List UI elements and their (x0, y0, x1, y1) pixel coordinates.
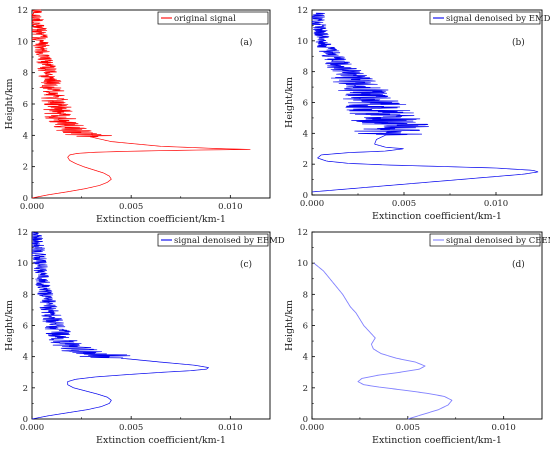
y-tick-label: 0 (23, 415, 28, 425)
legend: signal denoised by EMD (429, 11, 550, 25)
x-tick-label: 0.000 (20, 423, 44, 433)
y-tick-label: 6 (303, 99, 308, 109)
y-tick-label: 12 (297, 228, 308, 238)
panel-4: 0 2 4 6 8 10 12 0.000 0.005 0.010 Height/km Extinct… (284, 228, 550, 446)
y-tick-label: 10 (17, 259, 28, 269)
panel-1: 0 2 4 6 8 10 12 0.000 0.005 0.010 Height/km Extinct… (4, 6, 271, 225)
panel-label: (a) (240, 37, 252, 48)
plot-frame (311, 9, 543, 196)
legend-label: signal denoised by EEMD (174, 236, 285, 246)
y-tick-label: 10 (297, 37, 308, 47)
panel-label: (b) (512, 37, 525, 48)
legend-box (157, 11, 269, 25)
x-tick-label: 0.000 (300, 423, 324, 433)
legend-label: original signal (174, 14, 236, 24)
series-line (313, 262, 453, 420)
y-tick-label: 6 (303, 322, 308, 332)
series-line (311, 12, 539, 193)
x-tick-label: 0.000 (20, 202, 44, 212)
y-tick-label: 4 (303, 353, 308, 363)
x-tick-label: 0.005 (119, 423, 143, 433)
x-tick-label: 0.005 (119, 202, 143, 212)
series-line (31, 9, 251, 199)
y-axis-title: Height/km (4, 79, 15, 130)
legend: signal denoised by CEEMDAN (429, 233, 550, 247)
legend-box (157, 233, 269, 247)
y-tick-label: 10 (297, 259, 308, 269)
x-axis-title: Extinction coefficient/km-1 (372, 211, 502, 222)
y-tick-label: 12 (17, 228, 28, 238)
legend: signal denoised by EEMD (157, 233, 285, 247)
y-tick-label: 2 (303, 160, 308, 170)
series-line (31, 231, 209, 420)
y-tick-label: 4 (303, 129, 308, 139)
y-tick-label: 6 (23, 100, 28, 110)
x-tick-label: 0.005 (396, 423, 420, 433)
x-tick-label: 0.000 (300, 199, 324, 209)
y-tick-label: 2 (303, 384, 308, 394)
y-tick-label: 10 (17, 37, 28, 47)
plot-frame (311, 231, 543, 420)
y-axis-title: Height/km (4, 300, 15, 351)
panel-label: (c) (240, 259, 252, 270)
legend-box (429, 233, 541, 247)
legend-label: signal denoised by CEEMDAN (446, 236, 550, 246)
x-axis-title: Extinction coefficient/km-1 (96, 214, 226, 225)
y-tick-label: 8 (303, 290, 308, 300)
legend-label: signal denoised by EMD (446, 14, 550, 24)
y-tick-label: 4 (23, 353, 28, 363)
y-tick-label: 8 (23, 69, 28, 79)
panel-3: 0 2 4 6 8 10 12 0.000 0.005 0.010 Height/km Extinct… (4, 228, 285, 446)
legend: original signal (157, 11, 269, 25)
y-tick-label: 0 (23, 194, 28, 204)
y-axis-title: Height/km (284, 300, 295, 351)
x-tick-label: 0.010 (484, 199, 508, 209)
x-tick-label: 0.005 (392, 199, 416, 209)
y-tick-label: 0 (303, 415, 308, 425)
x-tick-label: 0.010 (218, 202, 242, 212)
x-tick-label: 0.010 (218, 423, 242, 433)
y-tick-label: 12 (297, 6, 308, 16)
panel-2: 0 2 4 6 8 10 12 0.000 0.005 0.010 Height/km Extinct… (284, 6, 550, 222)
plot-frame (31, 231, 271, 420)
legend-box (429, 11, 541, 25)
y-tick-label: 12 (17, 6, 28, 16)
x-axis-title: Extinction coefficient/km-1 (96, 435, 226, 446)
y-tick-label: 0 (303, 191, 308, 201)
panel-label: (d) (512, 259, 525, 270)
x-axis-title: Extinction coefficient/km-1 (372, 435, 502, 446)
y-tick-label: 8 (23, 290, 28, 300)
y-tick-label: 8 (303, 68, 308, 78)
y-axis-title: Height/km (284, 77, 295, 128)
y-tick-label: 6 (23, 322, 28, 332)
x-tick-label: 0.010 (491, 423, 515, 433)
y-tick-label: 2 (23, 163, 28, 173)
y-tick-label: 4 (23, 131, 28, 141)
y-tick-label: 2 (23, 384, 28, 394)
